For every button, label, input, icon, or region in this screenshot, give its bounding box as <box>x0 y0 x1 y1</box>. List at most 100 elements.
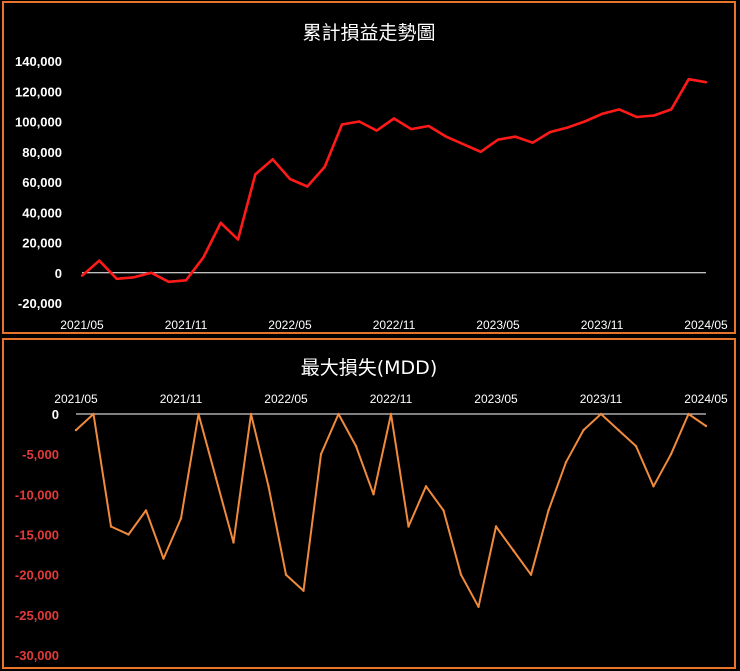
data-point <box>115 277 118 280</box>
y-tick-label: 120,000 <box>15 84 62 99</box>
y-tick-label: -20,000 <box>15 568 59 583</box>
mdd-chart: 最大損失(MDD) 0 -5,000 -10,000 -15,000 -20,000 -2… <box>15 357 728 663</box>
series-line <box>81 77 707 284</box>
y-tick-label: 0 <box>52 407 59 422</box>
x-tick-label: 2021/05 <box>60 318 104 332</box>
y-tick-label: 140,000 <box>15 54 62 69</box>
data-point <box>410 127 413 131</box>
data-point <box>372 493 375 496</box>
x-tick-label: 2023/11 <box>581 318 624 332</box>
data-point <box>358 120 361 123</box>
y-tick-label: 100,000 <box>15 115 62 130</box>
x-tick-label: 2021/11 <box>165 318 208 332</box>
data-point <box>354 444 358 448</box>
data-point <box>232 541 235 544</box>
data-point <box>288 177 292 181</box>
x-tick-label: 2024/05 <box>684 392 728 406</box>
x-tick-label: 2023/05 <box>474 392 518 406</box>
data-point <box>670 108 673 111</box>
y-tick-label: -10,000 <box>15 487 59 502</box>
data-point <box>202 256 205 259</box>
data-point <box>529 573 533 576</box>
data-point <box>512 549 515 552</box>
data-point <box>179 517 183 520</box>
data-point <box>375 129 378 132</box>
data-point <box>254 173 257 176</box>
data-point <box>617 428 620 432</box>
data-point <box>302 589 305 592</box>
data-point <box>600 112 604 116</box>
data-point <box>249 412 253 416</box>
data-point <box>98 259 101 262</box>
y-tick-label: -15,000 <box>15 528 59 543</box>
data-point <box>704 81 708 84</box>
data-point <box>267 485 270 488</box>
data-point <box>427 124 430 128</box>
data-point <box>618 108 621 111</box>
data-point <box>109 525 113 528</box>
data-point <box>462 143 465 146</box>
data-point <box>150 271 153 274</box>
x-tick-label: 2022/05 <box>268 318 312 332</box>
data-point <box>652 114 656 117</box>
y-tick-label: 80,000 <box>22 145 62 160</box>
chart-title: 累計損益走勢圖 <box>302 22 435 44</box>
y-tick-label: 60,000 <box>22 175 62 190</box>
x-tick-label: 2023/11 <box>580 392 623 406</box>
data-point <box>92 412 95 416</box>
data-point <box>634 444 638 448</box>
data-point <box>271 158 274 161</box>
data-point <box>704 424 708 428</box>
series-line <box>75 413 707 608</box>
data-point <box>687 78 690 81</box>
data-point <box>392 117 396 120</box>
data-point <box>479 150 482 153</box>
x-tick-label: 2022/11 <box>373 318 416 332</box>
data-point <box>80 274 84 277</box>
data-point <box>284 573 288 576</box>
data-point <box>306 185 309 188</box>
data-point <box>531 141 534 144</box>
x-tick-label: 2022/11 <box>370 392 413 406</box>
data-point <box>197 412 200 416</box>
data-point <box>184 279 188 282</box>
data-point <box>167 280 170 283</box>
data-point <box>74 428 78 432</box>
data-point <box>669 453 673 456</box>
x-tick-label: 2022/05 <box>264 392 308 406</box>
data-point <box>214 477 218 480</box>
data-point <box>407 525 410 528</box>
x-tick-label: 2021/11 <box>160 392 203 406</box>
data-point <box>477 605 480 608</box>
data-point <box>564 461 568 464</box>
data-point <box>323 165 326 169</box>
data-point <box>144 509 148 512</box>
mdd-panel: 最大損失(MDD) 0 -5,000 -10,000 -15,000 -20,000 -2… <box>2 338 736 669</box>
data-point <box>444 135 448 138</box>
data-point <box>514 135 517 138</box>
data-point <box>548 130 552 134</box>
data-point <box>566 126 569 129</box>
y-tick-label: -20,000 <box>18 296 62 311</box>
x-tick-label: 2024/05 <box>684 318 728 332</box>
data-point <box>337 412 340 416</box>
data-point <box>340 123 344 126</box>
data-point <box>494 525 498 528</box>
y-tick-label: -30,000 <box>15 648 59 663</box>
y-tick-label: -25,000 <box>15 608 59 623</box>
data-point <box>319 453 323 456</box>
y-tick-label: 40,000 <box>22 205 62 220</box>
data-point <box>236 238 240 241</box>
data-point <box>582 428 585 432</box>
data-point <box>424 485 428 488</box>
data-point <box>496 138 500 141</box>
data-point <box>635 115 638 119</box>
data-point <box>652 485 655 488</box>
data-point <box>132 276 136 279</box>
cumulative-pnl-chart: 累計損益走勢圖 140,000 120,000 100,000 80,000 60,00… <box>15 22 728 332</box>
x-tick-label: 2021/05 <box>54 392 98 406</box>
data-point <box>389 412 393 416</box>
chart-title: 最大損失(MDD) <box>301 357 437 379</box>
data-point <box>442 509 445 512</box>
y-tick-label: 20,000 <box>22 236 62 251</box>
